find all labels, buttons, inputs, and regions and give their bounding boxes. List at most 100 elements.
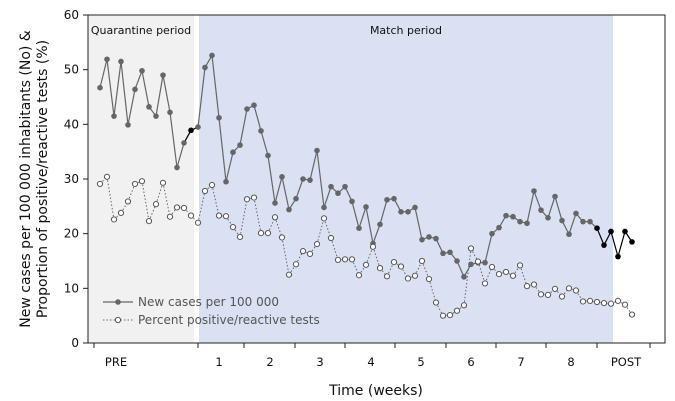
new-cases-point [328, 183, 334, 190]
percent-positive-point [467, 245, 475, 252]
x-tick-label: 8 [567, 355, 574, 369]
new-cases-point [321, 204, 327, 211]
percent-positive-point [271, 214, 279, 221]
new-cases-point [300, 176, 306, 182]
legend-marker-new-cases [115, 299, 121, 305]
new-cases-segment [239, 108, 248, 146]
new-cases-point [279, 174, 285, 180]
new-cases-point [412, 204, 418, 211]
percent-positive-point [285, 271, 293, 278]
percent-positive-point [628, 311, 636, 318]
y-axis-title-line: New cases per 100 000 inhabitants (No) & [18, 30, 34, 328]
percent-positive-point [614, 297, 622, 305]
new-cases-segment [316, 150, 325, 208]
y-tick-label: 30 [64, 172, 79, 186]
legend-label-percent-positive: Percent positive/reactive tests [138, 313, 320, 327]
new-cases-segment [106, 59, 115, 117]
new-cases-segment [358, 206, 367, 229]
percent-positive-segment [281, 237, 290, 275]
axes [83, 14, 666, 348]
percent-positive-point [383, 273, 391, 280]
percent-positive-segment [470, 248, 479, 262]
new-cases-point [615, 253, 621, 260]
percent-positive-segment [519, 265, 528, 287]
new-cases-point [454, 258, 460, 264]
new-cases-segment [113, 61, 122, 117]
new-cases-point [216, 114, 222, 121]
new-cases-segment [610, 231, 619, 257]
new-cases-point [230, 149, 236, 156]
percent-positive-segment [330, 237, 339, 261]
percent-positive-point [460, 302, 468, 309]
percent-positive-segment [239, 199, 248, 238]
percent-positive-point [313, 240, 321, 248]
percent-positive-point [131, 180, 139, 188]
x-tick-label: 2 [266, 355, 273, 369]
percent-positive-segment [253, 197, 262, 234]
percent-positive-point [432, 299, 440, 306]
percent-positive-point [187, 212, 195, 219]
new-cases-segment [253, 105, 262, 132]
percent-positive-point [194, 219, 202, 226]
new-cases-point [265, 152, 271, 159]
y-tick-label: 40 [64, 117, 79, 131]
new-cases-point [496, 224, 502, 231]
new-cases-segment [260, 130, 269, 156]
new-cases-point [188, 127, 194, 134]
percent-positive-point [208, 181, 216, 189]
new-cases-point [104, 56, 110, 63]
period-label-quarantine: Quarantine period [91, 24, 191, 37]
percent-positive-point [530, 281, 538, 288]
new-cases-point [223, 178, 229, 185]
new-cases-point [342, 183, 348, 190]
new-cases-segment [379, 199, 388, 225]
new-cases-point [237, 142, 243, 148]
new-cases-point [419, 236, 425, 243]
percent-positive-point [418, 257, 426, 265]
percent-positive-point [502, 268, 510, 276]
new-cases-segment [484, 233, 493, 263]
percent-positive-point [369, 243, 377, 250]
new-cases-point [440, 250, 446, 257]
percent-positive-point [159, 179, 167, 186]
percent-positive-point [453, 307, 461, 314]
legend-marker-percent-positive [114, 316, 122, 324]
new-cases-segment [456, 260, 465, 278]
new-cases-point [335, 190, 341, 197]
new-cases-point [573, 210, 579, 217]
percent-positive-point [488, 263, 496, 271]
percent-positive-point [579, 298, 587, 305]
new-cases-segment [414, 207, 423, 240]
new-cases-point [524, 220, 530, 227]
new-cases-point [209, 52, 215, 59]
new-cases-point [482, 259, 488, 266]
percent-positive-point [516, 262, 524, 269]
percent-positive-point [278, 234, 286, 241]
percent-positive-segment [162, 182, 171, 217]
x-tick-label: 5 [417, 355, 424, 369]
new-cases-segment [281, 176, 290, 210]
percent-positive-point [551, 285, 559, 292]
labels: Quarantine period Match period 0 10 20 30 40 50… [18, 8, 642, 399]
new-cases-point [125, 122, 131, 128]
new-cases-point [363, 204, 369, 210]
new-cases-point [377, 221, 383, 228]
y-tick-label: 20 [64, 227, 79, 241]
new-cases-segment [155, 75, 164, 117]
new-cases-point [314, 147, 320, 154]
percent-positive-point [558, 293, 566, 300]
new-cases-point [622, 228, 628, 235]
new-cases-segment [351, 201, 360, 229]
new-cases-segment [99, 59, 108, 88]
percent-positive-segment [295, 250, 304, 265]
new-cases-segment [568, 213, 577, 235]
percent-positive-point [103, 173, 111, 180]
new-cases-point [174, 164, 180, 171]
new-cases-segment [225, 152, 234, 182]
percent-positive-segment [106, 176, 115, 220]
percent-positive-point [215, 212, 223, 219]
percent-positive-point [537, 291, 545, 298]
percent-positive-point [236, 233, 244, 241]
percent-positive-segment [386, 261, 395, 277]
period-region-match [199, 15, 613, 343]
